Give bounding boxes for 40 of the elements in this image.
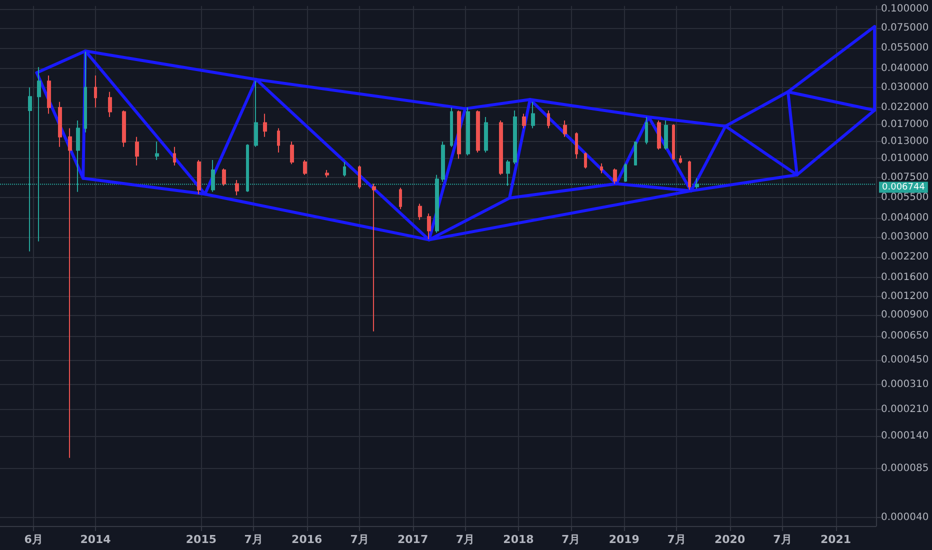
y-tick-label: 0.000900 — [881, 310, 929, 321]
y-tick-label: 0.075000 — [881, 22, 929, 34]
y-tick-label: 0.013000 — [881, 136, 929, 148]
x-tick-label: 7月 — [773, 533, 792, 546]
y-tick-label: 0.000140 — [881, 430, 929, 442]
x-tick-label: 7月 — [244, 533, 263, 546]
x-tick-label: 6月 — [24, 533, 43, 546]
x-tick-label: 7月 — [562, 533, 580, 546]
y-tick-label: 0.001600 — [881, 272, 929, 284]
x-tick-label: 2020 — [714, 533, 746, 546]
x-tick-label: 2021 — [820, 533, 852, 546]
y-tick-label: 0.004000 — [881, 212, 929, 224]
y-tick-label: 0.100000 — [881, 4, 929, 15]
y-tick-label: 0.000085 — [881, 462, 929, 474]
y-tick-label: 0.000650 — [881, 330, 929, 342]
y-tick-label: 0.001200 — [881, 290, 929, 302]
y-tick-label: 0.055000 — [881, 42, 929, 54]
x-tick-label: 7月 — [350, 533, 369, 546]
y-tick-label: 0.017000 — [881, 118, 929, 130]
y-tick-label: 0.022000 — [881, 102, 929, 114]
x-tick-label: 7月 — [456, 533, 475, 546]
x-tick-label: 2016 — [292, 533, 323, 546]
x-tick-label: 7月 — [667, 533, 686, 546]
y-tick-label: 0.003000 — [881, 231, 929, 242]
x-tick-label: 2017 — [398, 533, 428, 546]
y-tick-label: 0.007500 — [881, 172, 929, 183]
y-tick-label: 0.000310 — [881, 378, 929, 390]
y-tick-label: 0.005500 — [881, 192, 929, 204]
ref-line-label: 0.006744 — [882, 182, 926, 192]
x-tick-label: 2014 — [80, 533, 112, 546]
y-tick-label: 0.030000 — [881, 82, 929, 93]
x-tick-label: 2019 — [608, 533, 640, 546]
x-tick-label: 2018 — [503, 533, 534, 546]
y-tick-label: 0.010000 — [881, 153, 929, 164]
y-tick-label: 0.002200 — [881, 252, 929, 263]
y-tick-label: 0.040000 — [881, 63, 929, 74]
y-tick-label: 0.000210 — [881, 404, 929, 416]
y-tick-label: 0.000450 — [881, 354, 929, 366]
y-tick-label: 0.000040 — [881, 512, 929, 523]
x-tick-label: 2015 — [186, 533, 217, 546]
